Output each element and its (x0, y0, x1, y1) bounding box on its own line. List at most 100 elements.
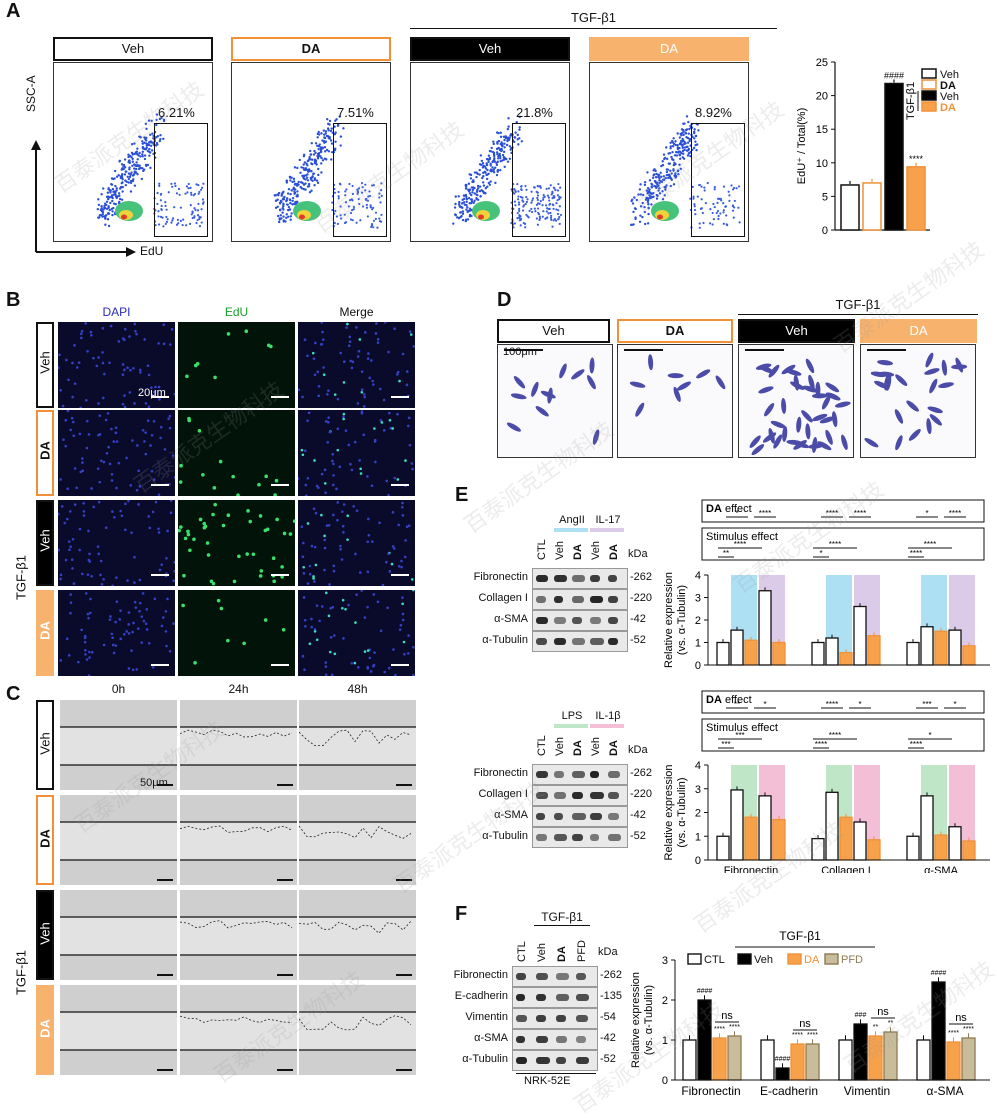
flow-point (533, 207, 536, 210)
flow-point (281, 207, 284, 210)
flow-point (103, 206, 107, 210)
cell-nucleus (149, 444, 152, 447)
cell-nucleus (124, 502, 127, 506)
flow-point (641, 215, 644, 219)
flow-point (464, 218, 468, 221)
f-sig: **** (792, 1032, 803, 1039)
flow-point (323, 146, 327, 149)
c-wound-2-3 (299, 795, 416, 885)
migrated-cell (635, 402, 645, 417)
cell-nucleus (298, 477, 300, 480)
flow-point (277, 191, 281, 195)
flow-point (506, 139, 509, 143)
flow-point (737, 206, 740, 209)
flow-point (693, 205, 696, 208)
cell-nucleus (173, 570, 175, 573)
cell-nucleus (169, 511, 173, 515)
flow-point (162, 137, 165, 141)
c-wound-image (299, 821, 416, 881)
flow-point (372, 219, 376, 222)
cell-nucleus (64, 444, 68, 448)
flow-point (686, 136, 690, 140)
cell-nucleus (64, 558, 68, 562)
cell-nucleus (101, 361, 105, 365)
b-row-label-3: Veh (37, 529, 53, 552)
cell-nucleus (327, 389, 330, 392)
cell-nucleus (341, 606, 344, 610)
flow-point (712, 202, 715, 206)
flow-point (702, 221, 705, 225)
flow-point (100, 205, 103, 208)
flow-point (693, 128, 696, 131)
flow-point (314, 142, 318, 145)
flow-point (323, 136, 326, 139)
flow-point (164, 204, 167, 208)
cell-nucleus (202, 521, 207, 526)
flow-point (335, 215, 338, 218)
cell-nucleus (366, 475, 369, 478)
flow-point (277, 193, 280, 197)
flow-point (181, 223, 184, 227)
c-wound-4-3 (299, 985, 416, 1075)
f-sig: **** (714, 1026, 725, 1033)
flow-point (157, 210, 160, 213)
e2-stimulus-bar (554, 724, 588, 728)
cell-nucleus (388, 411, 391, 415)
cell-nucleus (323, 482, 327, 485)
cell-nucleus (157, 527, 160, 531)
cell-nucleus (154, 500, 158, 504)
flow-point (722, 202, 725, 205)
cell-nucleus (300, 448, 304, 452)
cell-nucleus (396, 370, 400, 374)
flow-point (155, 118, 158, 122)
flow-point (338, 115, 341, 118)
cell-nucleus (70, 558, 74, 562)
flow-point (519, 224, 522, 227)
flow-point (731, 209, 735, 212)
b-micro-3-2 (178, 500, 295, 586)
f-band (516, 1036, 525, 1043)
chart-a-ytick-label: 5 (822, 191, 828, 203)
flow-point (709, 208, 712, 211)
e2-lane-label: CTL (536, 735, 548, 756)
flow-point (538, 215, 541, 218)
flow-point (111, 187, 115, 191)
cell-nucleus (59, 389, 62, 392)
cell-nucleus (173, 475, 175, 479)
f-bar (853, 1023, 868, 1081)
flow-point (359, 219, 362, 222)
f-band (536, 1036, 549, 1043)
chart-a-annotation: **** (909, 154, 924, 164)
cell-nucleus (128, 391, 132, 394)
cell-nucleus (406, 424, 410, 428)
f-sig: **** (963, 1026, 974, 1033)
flow-point (635, 198, 639, 202)
flow-point (330, 158, 333, 161)
flow-point (158, 139, 162, 143)
cell-nucleus (314, 341, 317, 345)
flow-point (114, 195, 118, 198)
flow-point (520, 140, 523, 143)
flow-point (521, 209, 525, 212)
flow-point (333, 125, 336, 128)
e2-band (536, 771, 548, 778)
flow-point (665, 157, 669, 161)
flow-point (344, 194, 347, 197)
flow-point (555, 208, 558, 211)
cell-nucleus (397, 565, 401, 568)
flow-point (470, 193, 473, 197)
flow-point (649, 191, 652, 195)
flow-point (324, 130, 328, 133)
flow-point (98, 216, 101, 219)
flow-point (663, 156, 667, 160)
c-row-label-4: DA (37, 1019, 53, 1038)
e2-band (536, 834, 547, 841)
cell-nucleus (160, 624, 164, 628)
e2-da-sig: **** (826, 700, 838, 709)
cell-nucleus (336, 397, 340, 401)
migrated-cell (715, 375, 726, 390)
e1-stimulus-bar (590, 528, 624, 532)
cell-nucleus (68, 548, 71, 552)
cell-nucleus (360, 590, 364, 592)
migrated-cell (908, 429, 921, 441)
